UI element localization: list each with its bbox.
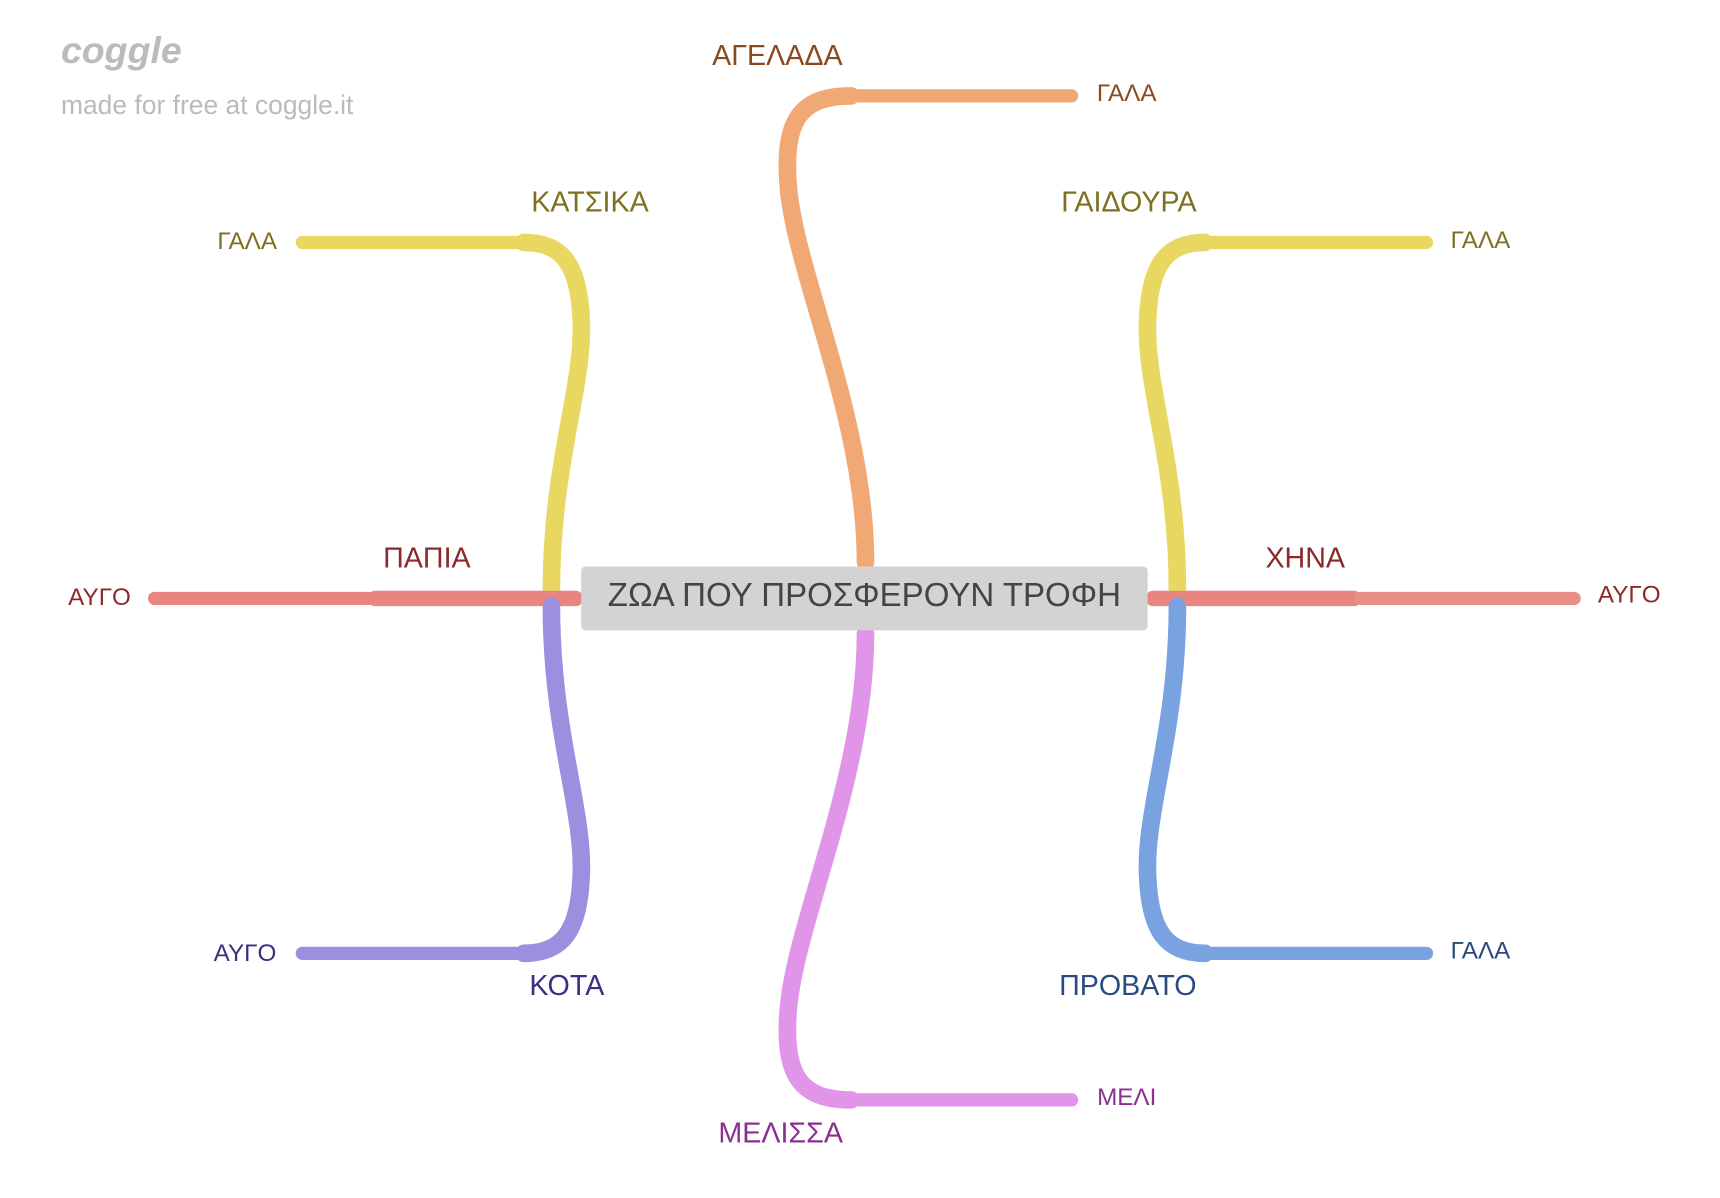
connector — [1138, 597, 1214, 963]
branch: ΜΕΛΙΣΣΑ ΜΕΛΙ — [718, 624, 1156, 1150]
node-label: ΚΟΤΑ — [529, 970, 605, 1002]
branch: ΚΟΤΑ ΑΥΓΟ — [214, 597, 605, 1002]
node-label: ΧΗΝΑ — [1265, 542, 1345, 574]
connector — [778, 624, 875, 1109]
node-label: ΠΡΟΒΑΤΟ — [1059, 970, 1196, 1002]
logo: coggle — [61, 29, 182, 71]
child-label: ΓΑΛΑ — [217, 228, 277, 255]
child-label: ΓΑΛΑ — [1451, 938, 1511, 965]
root-label: ΖΩΑ ΠΟΥ ΠΡΟΣΦΕΡΟΥΝ ΤΡΟΦΗ — [608, 577, 1121, 614]
node-label: ΓΑΙΔΟΥΡΑ — [1061, 186, 1197, 218]
branch: ΠΡΟΒΑΤΟ ΓΑΛΑ — [1059, 597, 1511, 1002]
connector — [1138, 233, 1214, 599]
node-label: ΑΓΕΛΑΔΑ — [712, 40, 843, 72]
connector — [515, 233, 591, 599]
child-label: ΑΥΓΟ — [68, 584, 131, 611]
connector — [515, 597, 591, 963]
branch: ΠΑΠΙΑ ΑΥΓΟ — [68, 542, 584, 611]
branch: ΧΗΝΑ ΑΥΓΟ — [1145, 542, 1661, 609]
child-label: ΓΑΛΑ — [1097, 80, 1157, 107]
child-label: ΓΑΛΑ — [1451, 227, 1511, 254]
branch: ΓΑΙΔΟΥΡΑ ΓΑΛΑ — [1061, 186, 1511, 599]
node-label: ΚΑΤΣΙΚΑ — [531, 186, 649, 218]
child-label: ΑΥΓΟ — [1598, 582, 1661, 609]
child-label: ΜΕΛΙ — [1097, 1084, 1156, 1111]
branch: ΚΑΤΣΙΚΑ ΓΑΛΑ — [217, 186, 650, 599]
branch: ΑΓΕΛΑΔΑ ΓΑΛΑ — [712, 40, 1157, 571]
watermark-text: made for free at coggle.it — [61, 90, 354, 120]
node-label: ΜΕΛΙΣΣΑ — [718, 1118, 843, 1150]
node-label: ΠΑΠΙΑ — [383, 542, 471, 574]
child-label: ΑΥΓΟ — [214, 940, 277, 967]
root-node — [581, 566, 1148, 631]
connector — [778, 87, 875, 571]
